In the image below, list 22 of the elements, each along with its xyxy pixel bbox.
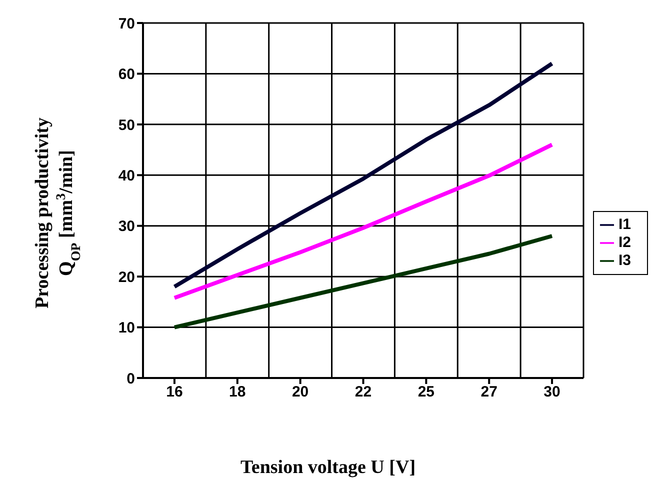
y-tick-label: 0 [126, 370, 135, 388]
x-tick-label: 27 [480, 384, 498, 401]
x-axis-title: Tension voltage U [V] [240, 457, 416, 478]
legend-label: I1 [618, 216, 631, 233]
line-series [172, 142, 554, 300]
legend-label: I2 [618, 234, 631, 251]
y-tick-label: 50 [118, 116, 135, 134]
y-tick-label: 10 [118, 320, 135, 337]
line-series [172, 234, 554, 330]
y-tick-label: 70 [118, 15, 135, 32]
legend-label: I3 [618, 252, 631, 269]
x-tick-label: 20 [292, 384, 309, 401]
line-series [172, 62, 554, 289]
y-tick-label: 40 [118, 167, 135, 184]
y-tick-label: 20 [118, 268, 135, 286]
x-tick-label: 25 [418, 384, 435, 401]
x-tick-label: 16 [166, 384, 183, 401]
x-tick-label: 22 [354, 384, 372, 401]
y-tick-label: 60 [118, 66, 135, 84]
x-tick-label: 30 [544, 384, 560, 401]
y-tick-label: 30 [118, 218, 135, 236]
x-tick-label: 18 [229, 384, 246, 401]
